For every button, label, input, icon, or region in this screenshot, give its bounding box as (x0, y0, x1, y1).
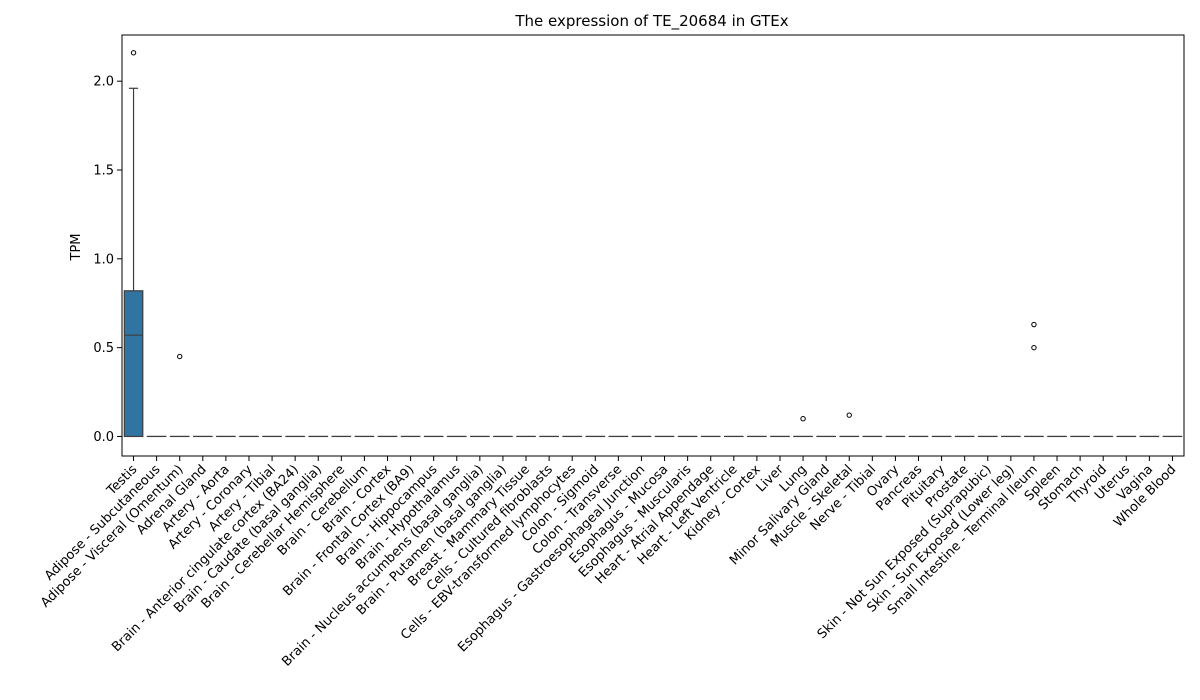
plot-frame (121, 34, 1185, 457)
box-group (793, 415, 813, 438)
box-group (123, 50, 144, 438)
chart-title: The expression of TE_20684 in GTEx (514, 12, 788, 31)
outlier-point (1031, 321, 1037, 328)
box (123, 290, 144, 438)
y-tick-label: 1.0 (93, 252, 114, 267)
y-axis-label: TPM (69, 234, 84, 262)
box-group (169, 353, 190, 438)
outlier-point (1031, 344, 1037, 351)
y-tick-label: 0.0 (93, 430, 114, 445)
outlier-point (177, 353, 183, 360)
plot-marks (123, 50, 1183, 438)
outlier-point (800, 415, 806, 422)
box-group (1024, 321, 1044, 438)
outlier-point (130, 50, 137, 56)
y-tick-label: 0.5 (93, 341, 114, 356)
y-tick-label: 2.0 (93, 75, 114, 90)
y-axis: 0.0 0.5 1.0 1.5 2.0 (93, 75, 122, 445)
box-group (839, 412, 860, 438)
outlier-point (846, 412, 852, 418)
y-tick-label: 1.5 (93, 164, 114, 179)
